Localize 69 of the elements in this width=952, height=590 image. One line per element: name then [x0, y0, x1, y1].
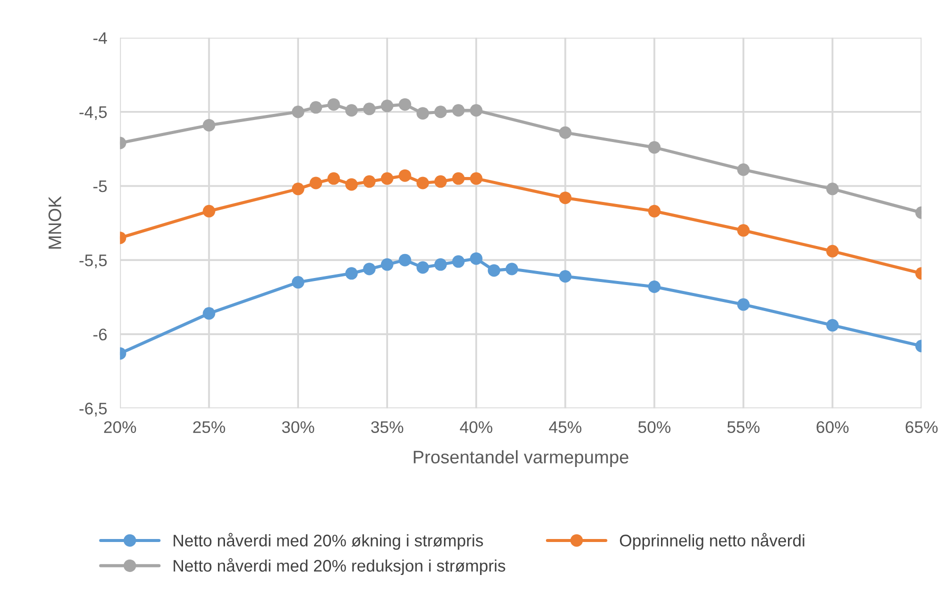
point — [488, 264, 500, 277]
y-tick-label: -6 — [93, 328, 107, 340]
point — [380, 172, 394, 185]
point — [648, 280, 661, 293]
point — [310, 176, 322, 190]
x-tick-label: 65% — [906, 421, 938, 434]
point — [202, 118, 216, 132]
point — [452, 255, 465, 268]
x-tick-label: 20% — [104, 421, 136, 434]
point — [826, 182, 839, 196]
point — [345, 178, 358, 191]
point — [202, 204, 216, 218]
point — [559, 270, 572, 283]
point — [559, 192, 572, 204]
point — [327, 172, 340, 185]
point — [470, 172, 482, 185]
point — [559, 126, 572, 139]
point — [292, 182, 304, 196]
point — [363, 262, 376, 276]
x-axis-title: Prosentandel varmepumpe — [414, 450, 628, 468]
point — [434, 175, 447, 188]
point — [470, 252, 482, 265]
point — [737, 163, 750, 176]
legend-label: Netto nåverdi med 20% reduksjon i strømpris — [174, 558, 506, 575]
point — [380, 100, 394, 112]
point — [826, 244, 839, 258]
point — [416, 107, 430, 120]
y-axis-title: MNOK — [48, 196, 62, 249]
point — [470, 104, 482, 117]
point — [380, 258, 394, 271]
point — [648, 204, 661, 218]
point — [737, 224, 750, 237]
point — [398, 98, 412, 111]
x-tick-label: 60% — [816, 421, 849, 434]
point — [363, 102, 376, 116]
point — [327, 98, 340, 111]
x-tick-label: 50% — [638, 421, 670, 434]
y-tick-label: -4 — [93, 32, 107, 44]
legend-label: Netto nåverdi med 20% økning i strømpris — [174, 532, 483, 550]
y-tick-label: -5,5 — [79, 254, 107, 268]
point — [202, 307, 216, 320]
point — [310, 101, 322, 114]
point — [648, 141, 661, 154]
y-tick-label: -5 — [93, 180, 107, 192]
point — [737, 298, 750, 311]
point — [434, 106, 447, 118]
y-tick-label: -6,5 — [79, 402, 107, 416]
point — [434, 258, 447, 271]
point — [452, 172, 465, 185]
x-tick-label: 25% — [193, 421, 226, 434]
x-tick-label: 30% — [282, 421, 314, 434]
point — [826, 319, 839, 332]
point — [416, 261, 430, 274]
point — [345, 104, 358, 117]
point — [292, 106, 304, 118]
x-tick-label: 40% — [460, 421, 492, 434]
point — [345, 267, 358, 280]
x-tick-label: 35% — [371, 421, 404, 434]
point — [398, 254, 412, 266]
y-tick-label: -4,5 — [79, 106, 107, 120]
x-tick-label: 55% — [727, 421, 760, 434]
point — [292, 276, 304, 289]
legend-label: Opprinnelig netto nåverdi — [620, 532, 804, 550]
point — [506, 262, 518, 276]
x-tick-label: 45% — [548, 421, 582, 434]
point — [363, 175, 376, 188]
point — [416, 176, 430, 190]
point — [452, 104, 465, 117]
point — [398, 169, 412, 182]
